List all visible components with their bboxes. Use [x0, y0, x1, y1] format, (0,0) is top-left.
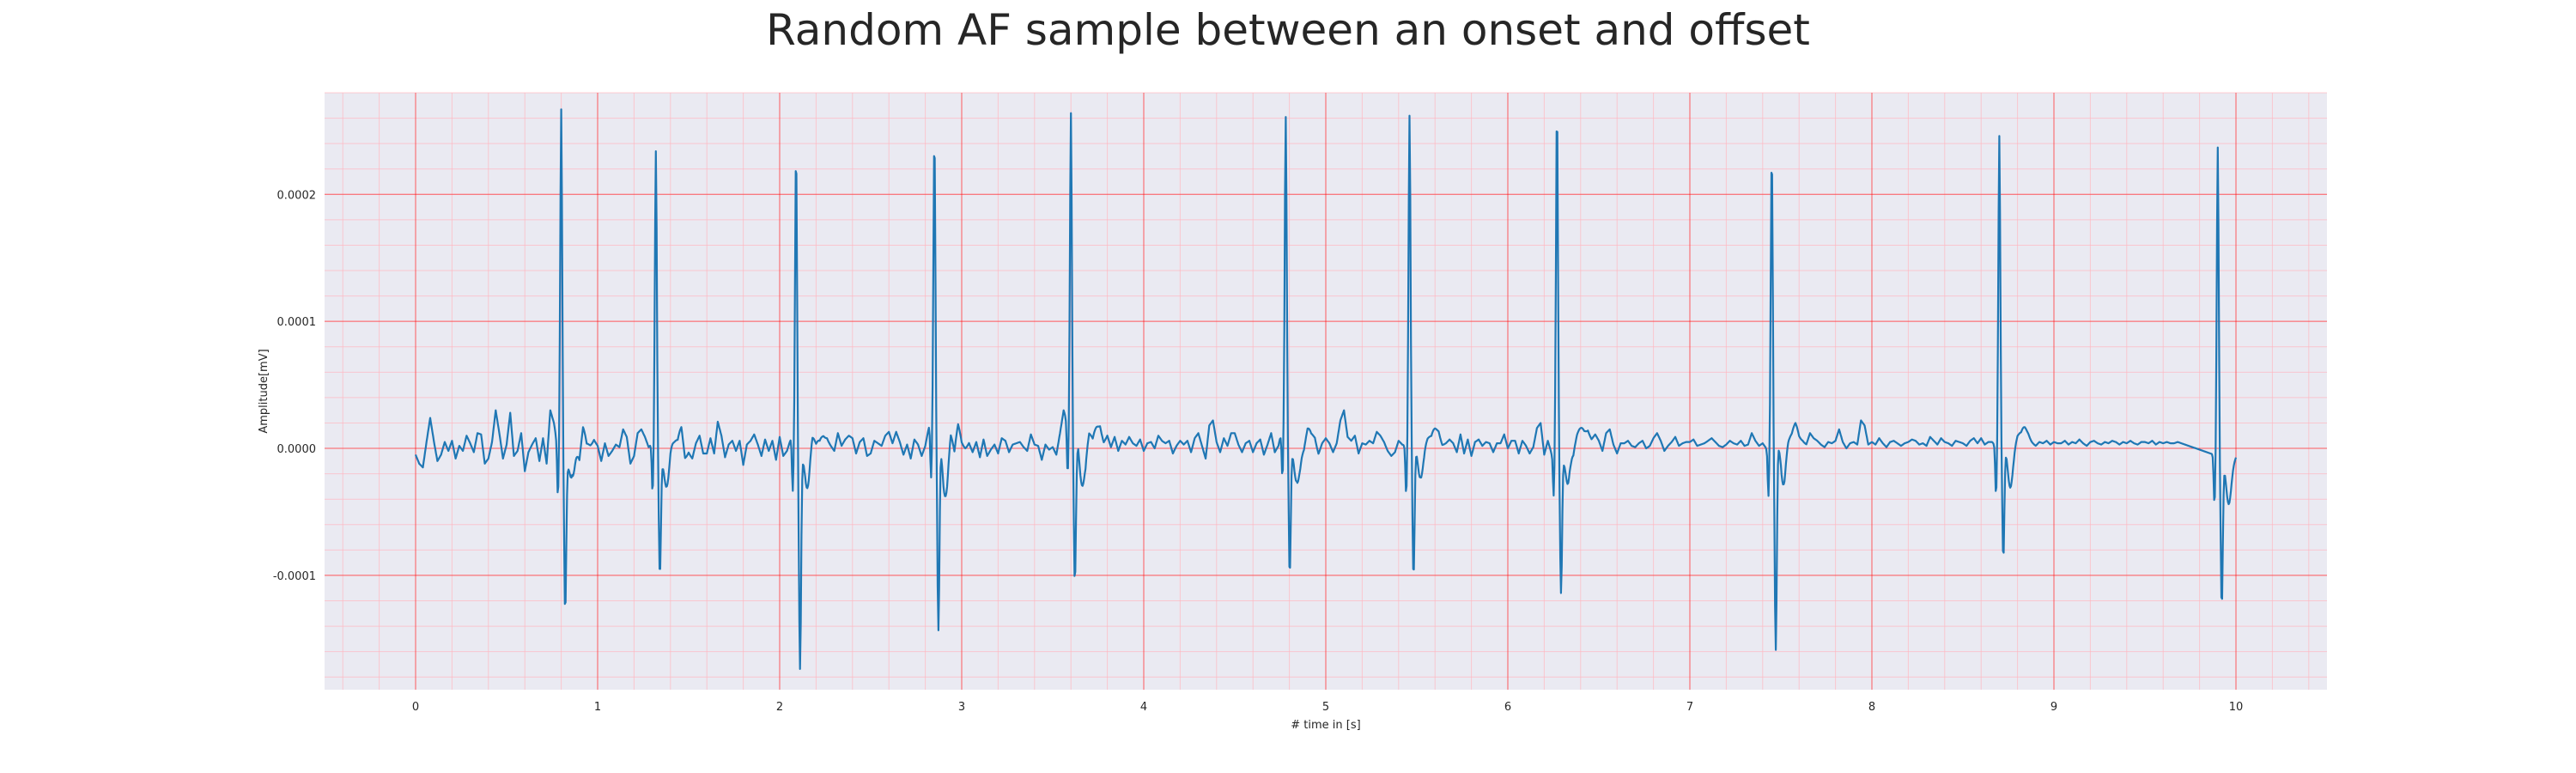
- x-tick-label: 5: [1322, 701, 1329, 714]
- y-tick-label: 0.0001: [277, 316, 317, 329]
- x-tick-label: 9: [2050, 701, 2057, 714]
- y-axis-label: Amplitude[mV]: [258, 349, 270, 433]
- x-tick-label: 8: [1868, 701, 1875, 714]
- y-axis-ticks: -0.0001 0.0000 0.0001 0.0002: [273, 189, 316, 583]
- x-tick-label: 3: [958, 701, 965, 714]
- y-tick-label: 0.0000: [277, 443, 317, 456]
- x-tick-label: 2: [776, 701, 783, 714]
- major-grid: [325, 93, 2327, 690]
- series-line: [414, 108, 2238, 670]
- x-axis-ticks: 0 1 2 3 4 5 6 7 8 9 10: [412, 701, 2243, 714]
- x-tick-label: 4: [1140, 701, 1147, 714]
- x-tick-label: 1: [594, 701, 601, 714]
- x-tick-label: 6: [1504, 701, 1511, 714]
- x-tick-label: 0: [412, 701, 419, 714]
- chart-title: Random AF sample between an onset and of…: [766, 5, 1810, 55]
- x-tick-label: 10: [2229, 701, 2244, 714]
- y-tick-label: -0.0001: [273, 570, 316, 583]
- x-tick-label: 7: [1686, 701, 1693, 714]
- y-tick-label: 0.0002: [277, 189, 317, 202]
- x-axis-label: # time in [s]: [1291, 719, 1360, 732]
